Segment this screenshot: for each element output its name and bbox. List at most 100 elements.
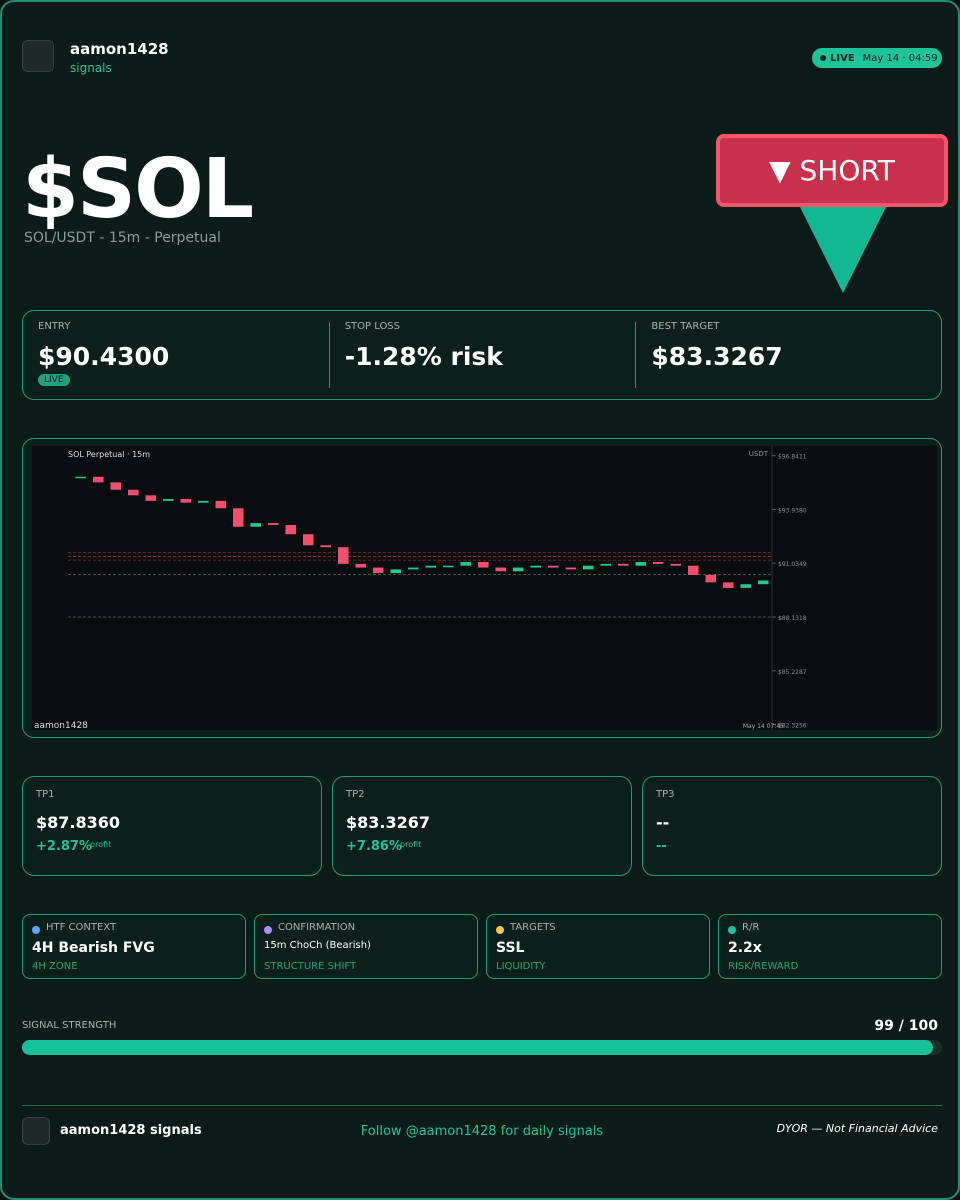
strength-score: 99 / 100 bbox=[874, 1018, 938, 1034]
pair: SOL/USDT - 15m - Perpetual bbox=[24, 230, 221, 246]
context-label: TARGETS bbox=[510, 922, 556, 933]
candle bbox=[495, 567, 506, 572]
footer-avatar bbox=[22, 1117, 50, 1145]
context-box bbox=[254, 914, 478, 979]
chart: $96.8411 $93.9380 $91.0349 $88.1318 $85.2287… bbox=[32, 446, 937, 730]
currency: USDT bbox=[749, 450, 769, 458]
tp-label: TP1 bbox=[36, 789, 55, 800]
strength-label: SIGNAL STRENGTH bbox=[22, 1020, 117, 1031]
tp-price: -- bbox=[656, 813, 670, 832]
candle bbox=[565, 567, 576, 570]
y-tick-label: $93.9380 bbox=[778, 507, 807, 514]
candle bbox=[163, 499, 174, 501]
candle bbox=[688, 565, 699, 575]
candle bbox=[618, 563, 629, 566]
tp-price: $83.3267 bbox=[346, 813, 431, 832]
context-value: 15m ChoCh (Bearish) bbox=[264, 940, 371, 951]
candle bbox=[110, 482, 121, 490]
candle bbox=[373, 567, 384, 574]
disclaimer: DYOR — Not Financial Advice bbox=[776, 1122, 938, 1135]
candle bbox=[198, 500, 209, 503]
strength-bar bbox=[22, 1040, 933, 1055]
separator bbox=[635, 322, 637, 388]
stat-value: -1.28% risk bbox=[344, 342, 503, 371]
context-sub: 4H ZONE bbox=[32, 961, 78, 972]
context-value: 4H Bearish FVG bbox=[32, 940, 155, 956]
candle bbox=[478, 561, 489, 568]
footer-follow: Follow @aamon1428 for daily signals bbox=[360, 1124, 604, 1139]
y-tick-label: $96.8411 bbox=[778, 454, 807, 461]
stat-label: STOP LOSS bbox=[344, 321, 401, 332]
candle bbox=[128, 489, 139, 496]
tp-label: TP3 bbox=[656, 789, 675, 800]
tp-price: $87.8360 bbox=[36, 813, 121, 832]
context-label: HTF CONTEXT bbox=[46, 922, 117, 933]
candle bbox=[250, 523, 261, 527]
stat-label: ENTRY bbox=[38, 321, 71, 332]
subtitle: signals bbox=[70, 61, 112, 75]
candle bbox=[653, 561, 664, 564]
tp-box bbox=[642, 776, 942, 876]
badge: LIVE bbox=[38, 374, 70, 386]
candle bbox=[583, 565, 594, 570]
context-box bbox=[486, 914, 710, 979]
candle bbox=[705, 574, 716, 583]
stat-value: $90.4300 bbox=[38, 342, 170, 371]
live-pill: LIVE May 14 · 04:59 bbox=[812, 48, 942, 68]
separator bbox=[328, 322, 330, 388]
candle bbox=[425, 565, 436, 568]
timestamp: May 14 · 04:59 bbox=[862, 52, 938, 64]
live-label: LIVE bbox=[830, 52, 855, 64]
y-tick-label: $85.2287 bbox=[778, 669, 807, 676]
candle bbox=[303, 534, 314, 546]
chart-title: SOL Perpetual · 15m bbox=[68, 450, 150, 459]
candle bbox=[268, 523, 279, 525]
context-label: CONFIRMATION bbox=[278, 922, 356, 933]
tp-box bbox=[22, 776, 322, 876]
context-box bbox=[22, 914, 246, 979]
candle bbox=[390, 569, 401, 574]
candle bbox=[758, 580, 769, 585]
candle bbox=[408, 567, 419, 570]
tp-gain: +2.87% bbox=[36, 839, 92, 854]
candle bbox=[513, 567, 524, 572]
candle bbox=[180, 499, 191, 503]
candle bbox=[443, 565, 454, 568]
candle bbox=[320, 545, 331, 548]
candle bbox=[215, 500, 226, 509]
context-sub: STRUCTURE SHIFT bbox=[264, 961, 357, 972]
strength-track bbox=[22, 1040, 942, 1055]
context-dot bbox=[728, 926, 736, 934]
username: aamon1428 bbox=[70, 40, 169, 58]
candle bbox=[635, 561, 646, 566]
candle bbox=[338, 547, 349, 564]
avatar bbox=[22, 40, 54, 72]
tp-label: TP2 bbox=[346, 789, 365, 800]
context-sub: RISK/REWARD bbox=[728, 961, 799, 972]
context-sub: LIQUIDITY bbox=[496, 961, 546, 972]
context-box bbox=[718, 914, 942, 979]
tp-gain: -- bbox=[656, 839, 667, 854]
context-value: SSL bbox=[496, 940, 525, 956]
context-value: 2.2x bbox=[728, 940, 762, 956]
time-label: May 14 07:45 bbox=[743, 723, 784, 730]
y-tick-label: $88.1318 bbox=[778, 615, 807, 622]
candle bbox=[460, 561, 471, 566]
stat-label: BEST TARGET bbox=[651, 321, 720, 332]
y-tick-label: $91.0349 bbox=[778, 561, 807, 568]
candle bbox=[233, 508, 244, 527]
symbol: $SOL bbox=[22, 142, 254, 237]
divider bbox=[22, 1105, 942, 1106]
candle bbox=[548, 565, 559, 568]
candle bbox=[355, 563, 366, 568]
context-dot bbox=[264, 926, 272, 934]
tp-box bbox=[332, 776, 632, 876]
footer-brand: aamon1428 signals bbox=[60, 1123, 202, 1138]
candle bbox=[145, 495, 156, 501]
context-dot bbox=[496, 926, 504, 934]
watermark: aamon1428 bbox=[34, 721, 88, 730]
candle bbox=[670, 563, 681, 566]
candle bbox=[600, 563, 611, 566]
stats-box bbox=[22, 310, 942, 400]
